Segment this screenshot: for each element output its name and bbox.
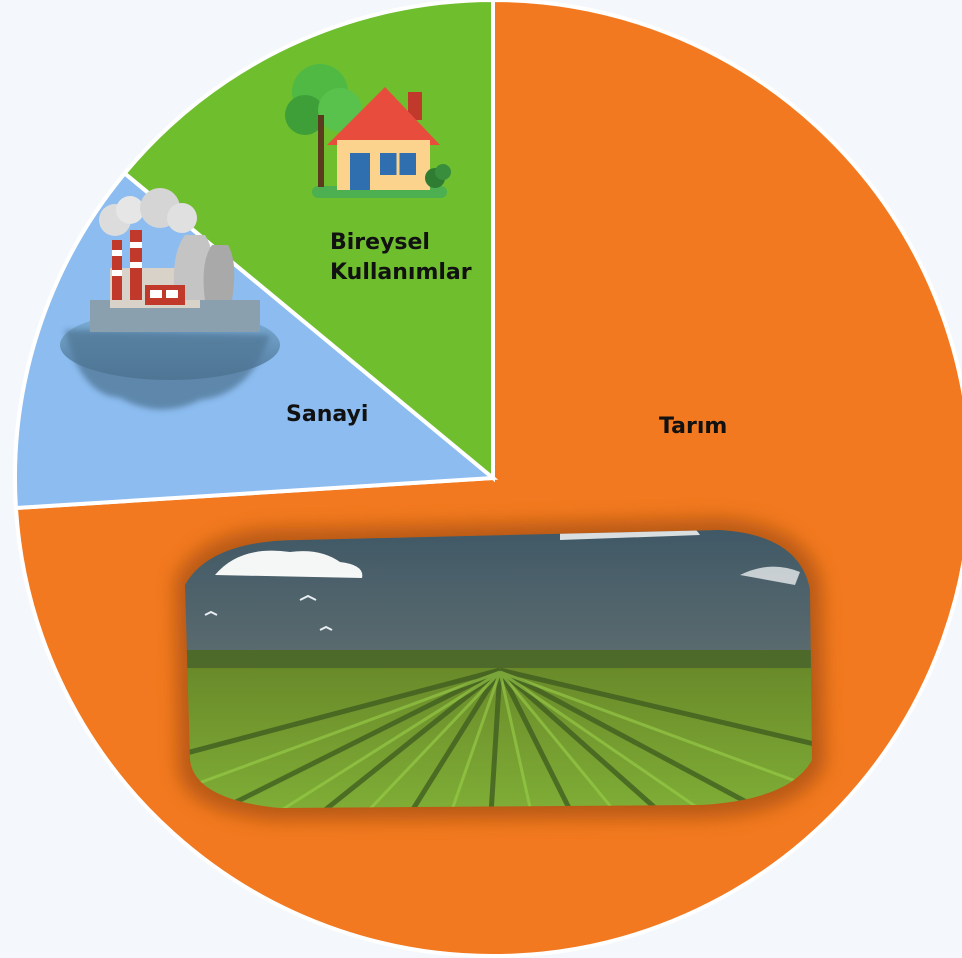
- slice-label-sanayi: Sanayi: [286, 402, 368, 427]
- slice-label-bireysel: Bireysel Kullanımlar: [330, 230, 472, 285]
- farm-field-icon: [175, 518, 825, 820]
- slice-label-tarim: Tarım: [659, 414, 727, 439]
- labels-layer: Tarım Sanayi Bireysel Kullanımlar: [286, 230, 727, 439]
- house-icon: [285, 64, 451, 198]
- factory-icon: [60, 188, 280, 410]
